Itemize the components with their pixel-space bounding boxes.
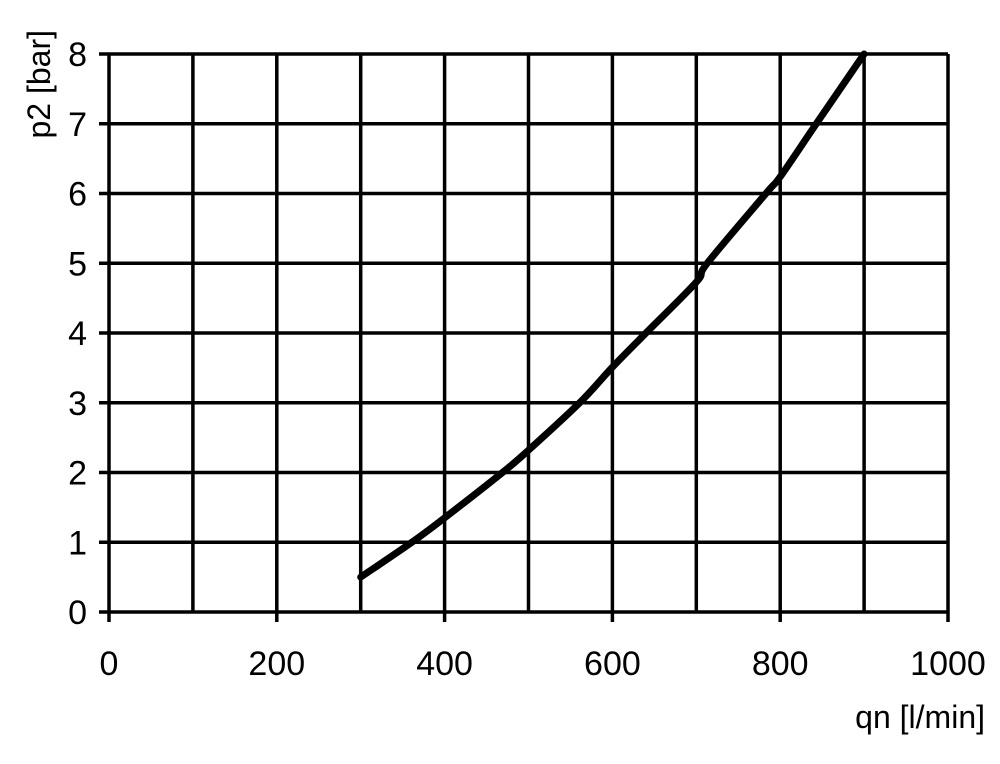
y-tick-label: 5 [68,245,87,283]
y-tick-labels: 0 1 2 3 4 5 6 7 8 [68,36,87,632]
y-tick-label: 8 [68,36,87,74]
y-tick-label: 3 [68,385,87,423]
grid [99,52,950,622]
y-tick-label: 1 [68,524,87,562]
x-tick-label: 0 [100,645,119,683]
x-tick-labels: 0 200 400 600 800 1000 [100,645,986,683]
y-tick-label: 7 [68,106,87,144]
y-tick-label: 0 [68,594,87,632]
x-tick-label: 200 [248,645,305,683]
x-tick-label: 600 [584,645,641,683]
y-tick-label: 6 [68,176,87,214]
x-axis-label: qn [l/min] [855,699,985,735]
curve-layer [357,50,868,581]
x-tick-label: 800 [752,645,809,683]
y-tick-label: 2 [68,455,87,493]
x-tick-label: 1000 [910,645,986,683]
x-tick-label: 400 [416,645,473,683]
series-line [357,50,868,581]
y-tick-label: 4 [68,315,87,353]
y-axis-label: p2 [bar] [21,30,57,139]
